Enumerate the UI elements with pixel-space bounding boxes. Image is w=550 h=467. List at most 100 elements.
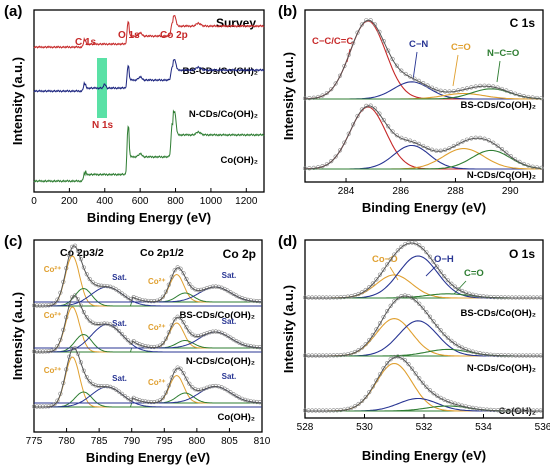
o1s-data-point [424, 384, 429, 389]
c1s-data-point [324, 90, 329, 96]
c1s-data-point [499, 147, 505, 152]
co2p-component [34, 391, 262, 408]
o1s-data-point [381, 314, 386, 320]
co2p-data-point [131, 339, 136, 344]
o1s-data-point [395, 296, 400, 301]
panel-d-letter: (d) [278, 233, 297, 250]
co2p-data-point [184, 376, 189, 381]
o1s-data-point [449, 281, 454, 286]
co2p-peak-label: Co 2p [160, 30, 188, 41]
b-label-nco: N−C=O [487, 48, 519, 59]
panel-c-sample-3: Co(OH)₂ [218, 412, 255, 423]
o1s-data-point [452, 284, 458, 289]
o1s-data-point [442, 274, 447, 279]
co2p-data-point [87, 276, 92, 282]
panel-c-title: Co 2p [223, 247, 256, 261]
panel-c-sample-1: BS-CDs/Co(OH)₂ [180, 310, 255, 321]
co2p-data-point [70, 346, 75, 351]
o1s-data-point [374, 327, 379, 332]
co2p-data-point [178, 266, 183, 271]
co2p-data-point [184, 325, 189, 330]
c1s-envelope [304, 105, 542, 170]
b-label-co: C=O [451, 42, 471, 53]
o1s-data-point [381, 267, 386, 272]
co2p-data-point [122, 335, 127, 340]
o1s-data-point [413, 371, 418, 376]
o1s-data-point [417, 243, 422, 248]
o1s-data-point [538, 295, 543, 300]
c1s-data-point [372, 106, 378, 111]
satellite-label: Sat. [112, 374, 127, 383]
c1s-component [305, 144, 542, 170]
co2p-data-point [163, 390, 169, 395]
co2p-data-point [87, 318, 92, 323]
x-tick-label: 536 [535, 422, 550, 433]
o1s-data-point [356, 348, 361, 353]
o1s-envelope [305, 242, 543, 299]
x-tick-label: 0 [31, 196, 37, 207]
o1s-data-point [420, 305, 425, 310]
co2p-data-point [213, 284, 218, 289]
panel-d-title: O 1s [509, 247, 535, 261]
co2p-data-point [55, 344, 60, 349]
co2p-data-point [31, 349, 37, 354]
co2p-data-point [228, 390, 233, 395]
c1s-data-point [512, 157, 518, 162]
x-tick-label: 400 [96, 196, 113, 207]
d-arrow-oh [425, 265, 437, 277]
o1s-data-point [377, 321, 383, 326]
o1s-data-point [388, 257, 393, 262]
co2p-data-point [37, 349, 42, 354]
panel-b-ylabel: Intensity (a.u.) [281, 52, 296, 140]
co2plus-label: Co²⁺ [44, 366, 62, 375]
o1s-data-point [377, 372, 383, 377]
co2p-data-point [187, 329, 192, 334]
c1s-data-point [482, 83, 487, 88]
co2p-data-point [102, 321, 107, 326]
co2p-component [34, 386, 262, 404]
panel-b-sample-1: BS-CDs/Co(OH)₂ [461, 100, 536, 111]
x-tick-label: 795 [156, 436, 173, 447]
x-tick-label: 780 [58, 436, 75, 447]
x-tick-label: 200 [61, 196, 78, 207]
c1s-data-point [386, 124, 391, 129]
c1s-component [305, 149, 542, 170]
co2p-data-point [163, 336, 169, 341]
co2p-data-point [178, 315, 183, 321]
c1s-data-point [359, 22, 365, 27]
panel-a-xlabel: Binding Energy (eV) [87, 210, 211, 225]
o1s-data-point [360, 290, 365, 295]
o1s-data-point [413, 298, 418, 303]
o1s-data-point [438, 328, 443, 333]
o1s-data-point [406, 361, 411, 367]
o1s-data-point [395, 248, 400, 253]
c1s-data-point [508, 153, 513, 159]
co2p-data-point [160, 294, 166, 299]
o1s-data-point [434, 393, 440, 398]
c1s-data-point [504, 150, 509, 155]
co2p-data-point [125, 295, 130, 300]
o1s-data-point [445, 335, 450, 340]
co2p-data-point [90, 320, 95, 325]
co2p-component [34, 286, 262, 307]
panel-b-frame [304, 9, 544, 183]
co2p-data-point [190, 385, 195, 390]
c1s-data-point [329, 158, 334, 164]
survey-line-2 [33, 59, 265, 93]
co2p-data-point [116, 328, 122, 334]
c1s-data-point [381, 117, 386, 123]
panel-a-sample-1: BS-CDs/Co(OH)₂ [183, 66, 258, 77]
co2p-data-point [34, 404, 40, 409]
panel-d-frame [304, 239, 544, 419]
x-tick-label: 1000 [200, 196, 223, 207]
o1s-data-point [420, 380, 425, 385]
d-arrow-coo [389, 266, 399, 281]
o1s-data-point [427, 314, 433, 319]
c1s-data-point [394, 133, 400, 138]
co2p-data-point [187, 381, 192, 386]
panel-d-ylabel: Intensity (a.u.) [281, 285, 296, 373]
satellite-label: Sat. [112, 273, 127, 282]
c1s-data-point [351, 122, 356, 127]
o1s-data-point [452, 341, 458, 346]
